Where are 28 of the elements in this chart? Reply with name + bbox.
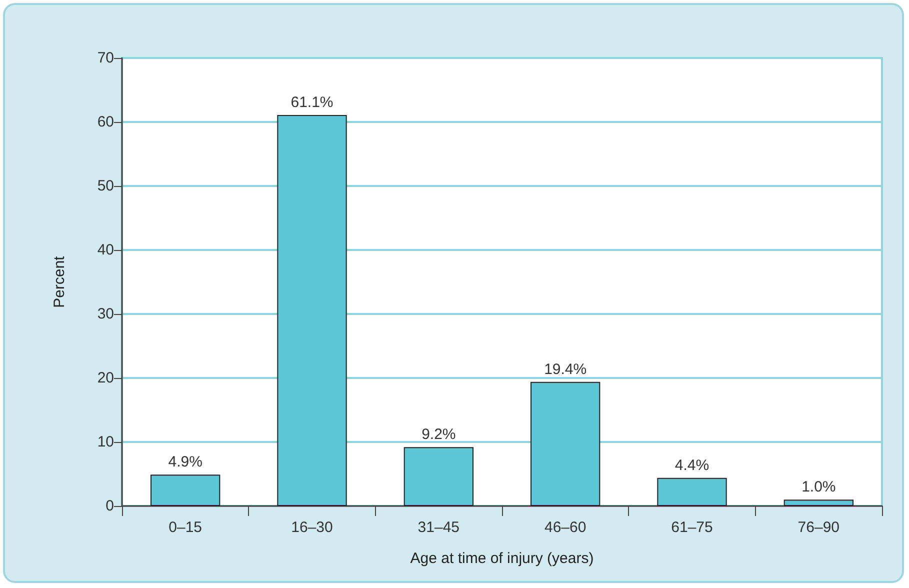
data-label: 4.9% [168,454,202,471]
bar [657,478,727,506]
x-tick-label: 76–90 [798,519,840,536]
x-axis-title: Age at time of injury (years) [410,550,594,567]
data-label: 61.1% [290,94,334,111]
y-tick-label: 20 [97,370,114,386]
bar [784,500,854,506]
bar [150,474,220,506]
x-tick-label: 31–45 [418,519,460,536]
y-tick-label: 60 [97,114,114,130]
x-tick-label: 16–30 [291,519,333,536]
data-label: 1.0% [802,478,836,496]
y-tick-label: 10 [97,434,114,450]
y-tick-label: 70 [97,50,114,66]
bar [530,382,600,506]
y-tick-label: 30 [97,306,114,322]
x-tick-label: 46–60 [544,519,586,536]
bar [277,114,347,506]
y-tick-label: 40 [97,242,114,258]
bar [404,447,474,506]
y-axis-title: Percent [51,255,68,308]
x-tick-label: 0–15 [168,519,202,536]
y-tick-label: 0 [106,498,114,514]
data-label: 4.4% [674,456,710,474]
data-label: 9.2% [422,426,456,444]
y-tick-label: 50 [97,178,114,194]
x-tick-label: 61–75 [671,519,713,536]
data-label: 19.4% [544,360,587,378]
